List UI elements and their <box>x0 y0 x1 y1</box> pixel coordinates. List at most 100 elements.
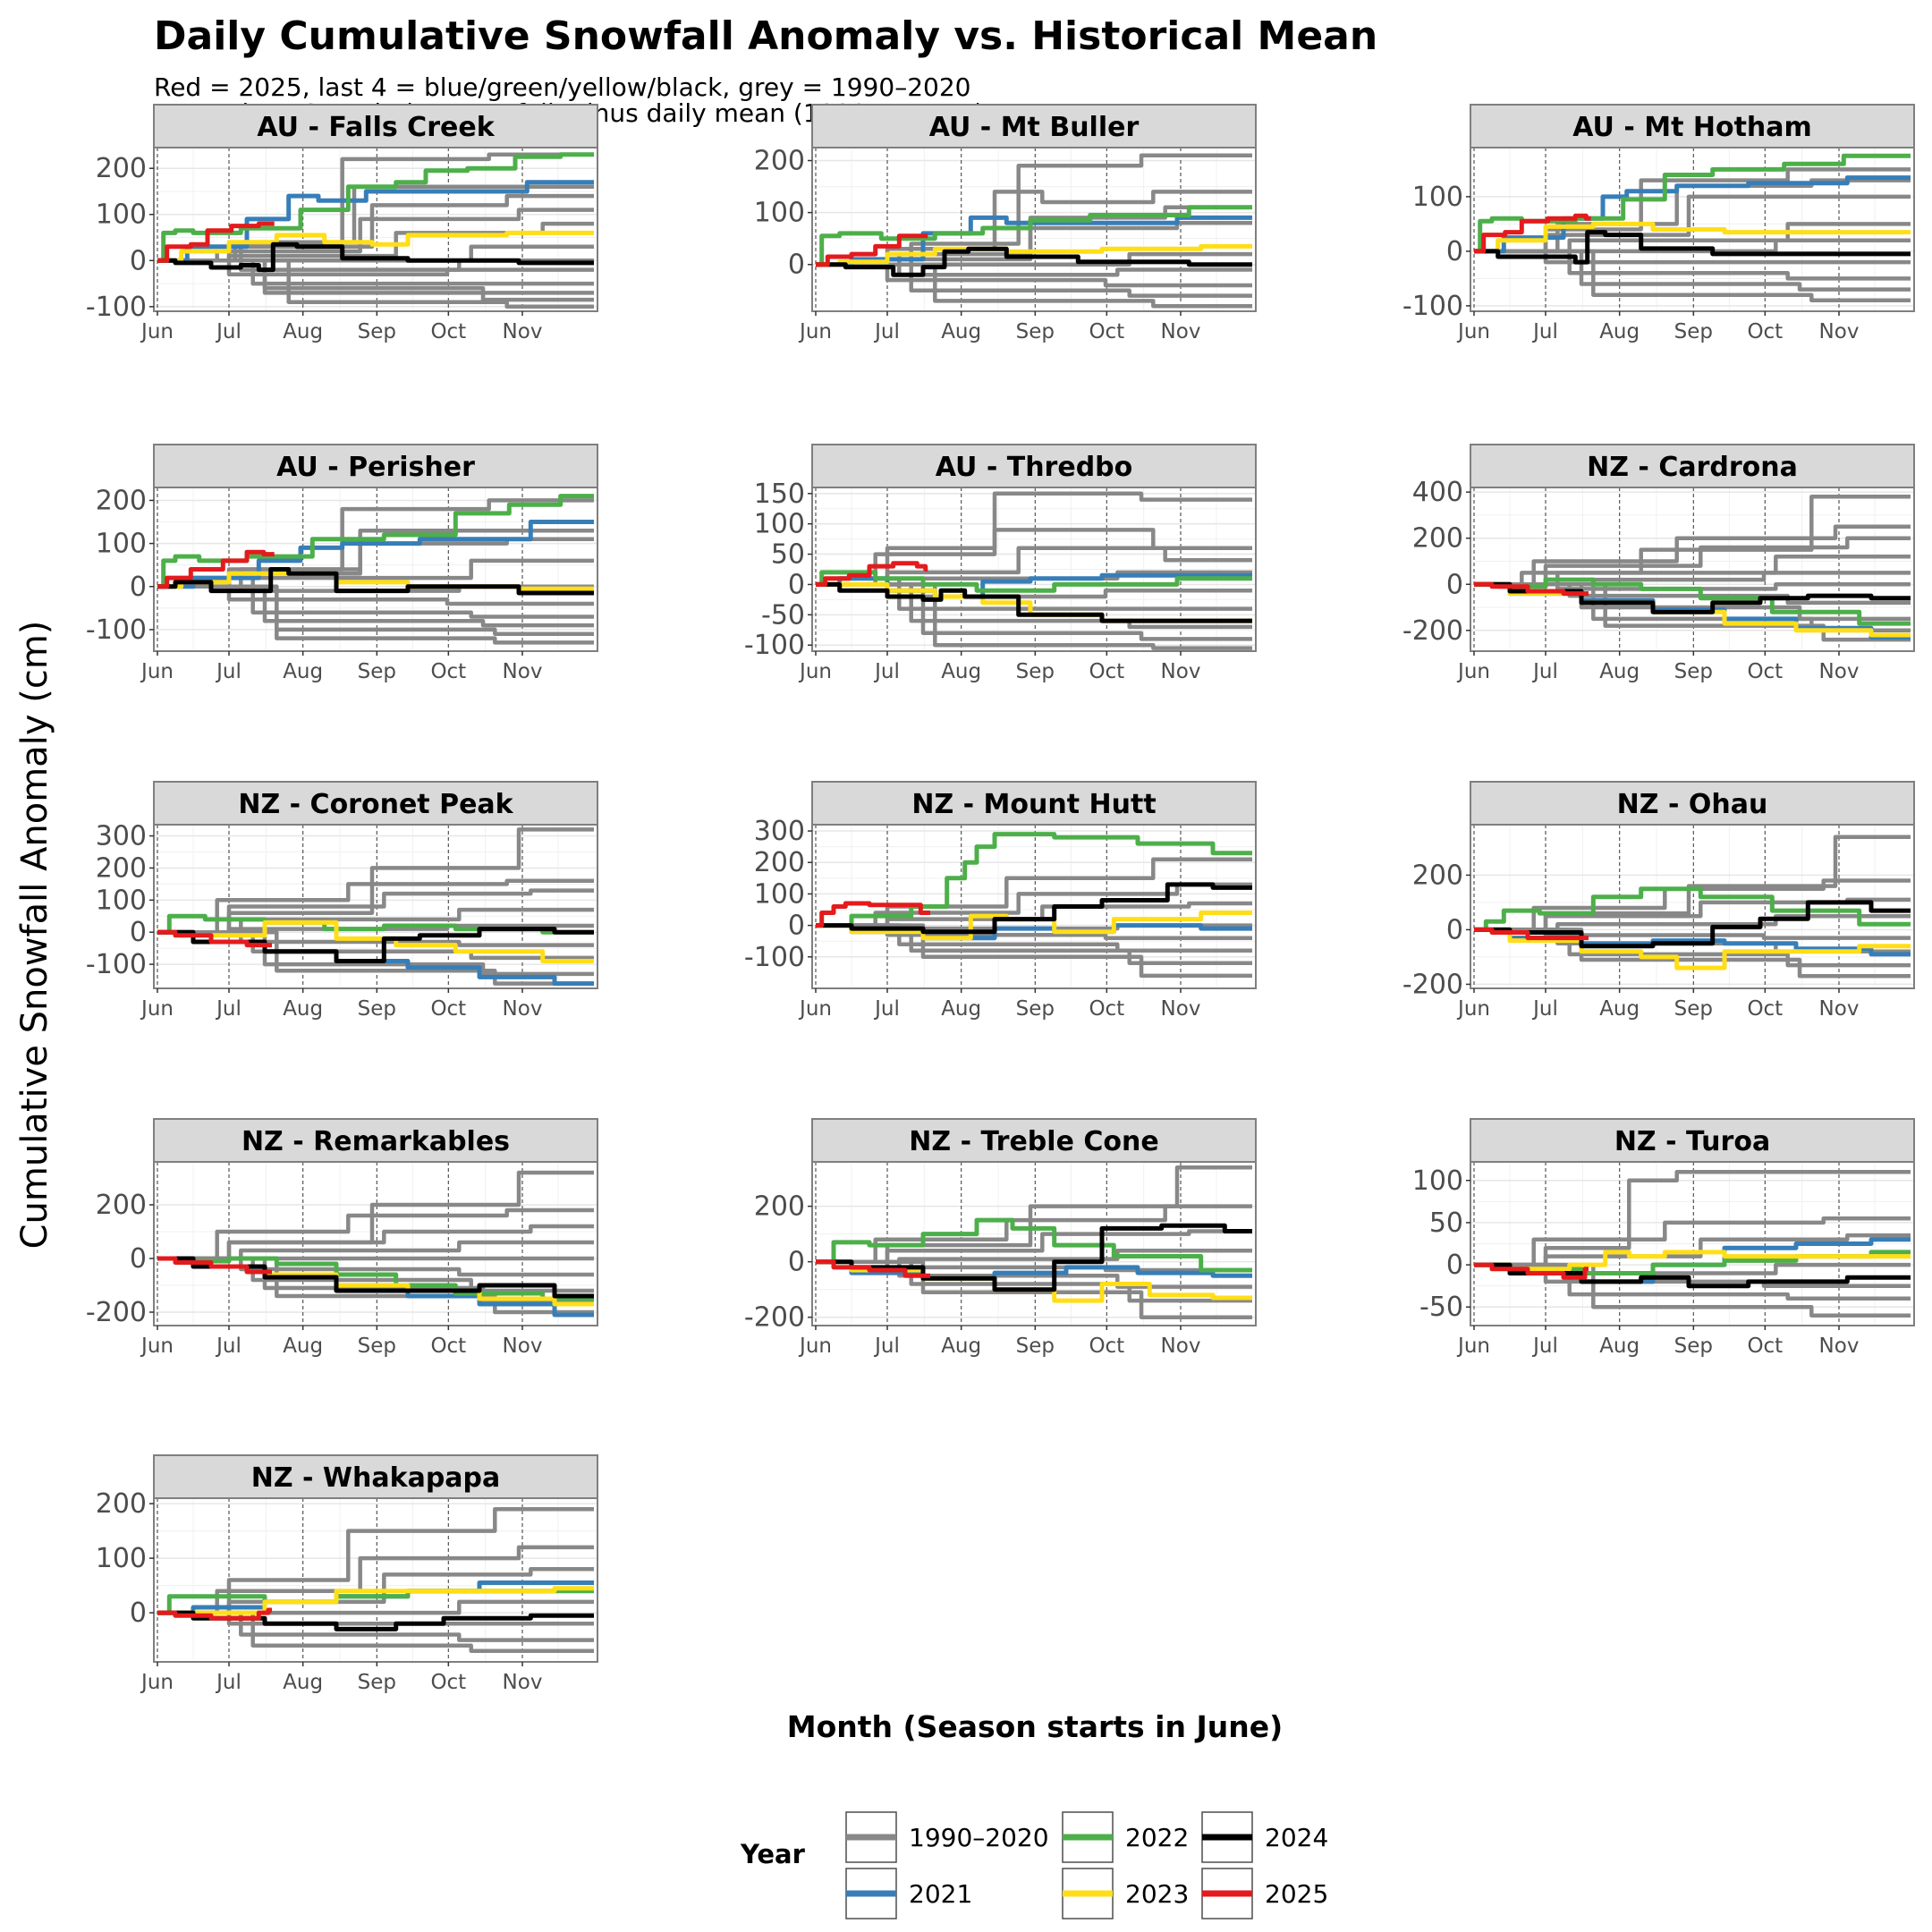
x-tick-label: Sep <box>1674 660 1713 683</box>
x-tick-label: Jun <box>798 660 832 683</box>
series-line-2024 <box>157 567 594 596</box>
chart-title: Daily Cumulative Snowfall Anomaly vs. Hi… <box>154 13 1377 59</box>
legend-label: 2023 <box>1125 1879 1189 1909</box>
y-tick-label: -100 <box>86 614 147 646</box>
panel-au-perisher: AU - Perisher -100 0 100 200 Jun Jul Aug Sep Oct N… <box>86 444 598 683</box>
y-tick-label: 100 <box>754 198 805 229</box>
y-tick-label: 200 <box>96 485 147 516</box>
series-line-2022 <box>157 494 594 589</box>
x-tick-label: Nov <box>503 1671 543 1694</box>
panel-strip <box>811 104 1257 148</box>
historical-line <box>816 1259 1252 1319</box>
panel-strip-label: NZ - Mount Hutt <box>911 789 1156 820</box>
x-axis-title: Month (Season starts in June) <box>787 1709 1283 1744</box>
x-tick-label: Nov <box>503 1335 543 1358</box>
x-tick-label: Sep <box>1016 320 1055 343</box>
y-tick-label: 100 <box>754 509 805 540</box>
historical-line <box>157 929 594 986</box>
panel-strip-label: AU - Mt Buller <box>929 112 1140 143</box>
series-line-2025 <box>157 1256 272 1275</box>
y-tick-label: 200 <box>754 1191 805 1223</box>
x-tick-label: Jul <box>873 997 900 1021</box>
series-line-2024 <box>157 242 594 273</box>
panel-border <box>1470 824 1915 989</box>
panel-strip-label: AU - Thredbo <box>936 452 1133 483</box>
x-tick-label: Oct <box>430 997 466 1021</box>
legend-label: 2024 <box>1265 1823 1328 1852</box>
series-line-2025 <box>816 1259 930 1278</box>
x-tick-label: Oct <box>1747 997 1783 1021</box>
series-line-2022 <box>816 570 1252 593</box>
x-tick-label: Jun <box>798 320 832 343</box>
y-tick-label: 100 <box>1412 1165 1463 1197</box>
x-tick-label: Jul <box>215 320 242 343</box>
panel-strip <box>153 1118 598 1163</box>
series-line-2024 <box>816 882 1252 935</box>
panel-border <box>153 1161 598 1326</box>
x-tick-label: Aug <box>283 660 323 683</box>
x-tick-label: Jun <box>140 320 174 343</box>
panel-nz-remarkables: NZ - Remarkables -200 0 200 Jun Jul Aug Sep Oct N… <box>86 1118 598 1358</box>
x-tick-label: Aug <box>941 320 981 343</box>
panel-strip <box>1470 444 1915 488</box>
x-tick-label: Nov <box>1819 1335 1860 1358</box>
x-tick-label: Nov <box>1819 997 1860 1021</box>
series-line-2023 <box>157 230 594 263</box>
legend-item-1990–2020: 1990–2020 <box>845 1811 1049 1863</box>
x-tick-label: Jul <box>1531 1335 1558 1358</box>
y-tick-label: 100 <box>96 199 147 231</box>
series-line-2025 <box>1474 1262 1589 1280</box>
panel-nz-turoa: NZ - Turoa -50 0 50 100 Jun Jul Aug Sep Oct Nov <box>1412 1118 1915 1358</box>
legend-title: Year <box>740 1839 806 1869</box>
series-line-2021 <box>157 180 594 263</box>
x-tick-label: Aug <box>941 660 981 683</box>
y-tick-label: -100 <box>744 942 805 973</box>
historical-line <box>157 584 594 645</box>
panel-nz-treble-cone: NZ - Treble Cone -200 0 200 Jun Jul Aug Sep Oct N… <box>744 1118 1257 1358</box>
series-group <box>157 1506 594 1654</box>
series-line-2023 <box>157 919 594 963</box>
y-tick-label: -50 <box>1419 1292 1463 1323</box>
historical-line <box>1474 1216 1911 1267</box>
panel-au-falls-creek: AU - Falls Creek -100 0 100 200 Jun Jul Aug Sep O… <box>86 104 598 343</box>
x-tick-label: Jul <box>873 660 900 683</box>
x-tick-label: Aug <box>941 997 981 1021</box>
y-tick-label: 0 <box>130 1243 147 1275</box>
series-line-2025 <box>157 221 275 263</box>
x-tick-label: Jun <box>1456 660 1490 683</box>
series-line-2024 <box>816 1223 1252 1292</box>
y-tick-label: 0 <box>1446 1250 1463 1281</box>
x-tick-label: Aug <box>1599 660 1640 683</box>
x-tick-label: Sep <box>358 997 396 1021</box>
y-tick-label: 0 <box>788 569 805 600</box>
series-line-2022 <box>1474 886 1911 932</box>
x-tick-label: Oct <box>430 320 466 343</box>
x-tick-label: Oct <box>1747 1335 1783 1358</box>
x-tick-label: Nov <box>503 997 543 1021</box>
series-line-2025 <box>157 549 275 589</box>
series-line-2025 <box>157 1607 272 1621</box>
x-tick-label: Jun <box>140 1335 174 1358</box>
series-group <box>1474 153 1911 303</box>
panel-strip <box>811 781 1257 826</box>
legend: Year 1990–2020 2021 2022 2023 2024 2025 <box>740 1811 1328 1919</box>
x-tick-label: Sep <box>1674 320 1713 343</box>
y-tick-label: 100 <box>754 878 805 910</box>
y-tick-label: 200 <box>96 852 147 884</box>
y-tick-label: 0 <box>1446 569 1463 600</box>
panel-strip-label: NZ - Ohau <box>1617 789 1768 820</box>
series-line-2022 <box>157 152 594 263</box>
y-tick-label: -200 <box>744 1302 805 1334</box>
series-group <box>1474 1170 1911 1318</box>
historical-line <box>816 1229 1252 1264</box>
series-line-2023 <box>1474 221 1911 254</box>
x-tick-label: Nov <box>503 320 543 343</box>
y-tick-label: 200 <box>96 153 147 184</box>
x-tick-label: Jul <box>1531 997 1558 1021</box>
series-group <box>157 827 594 987</box>
x-tick-label: Aug <box>283 1671 323 1694</box>
panel-border <box>811 1161 1257 1326</box>
x-tick-label: Aug <box>1599 320 1640 343</box>
